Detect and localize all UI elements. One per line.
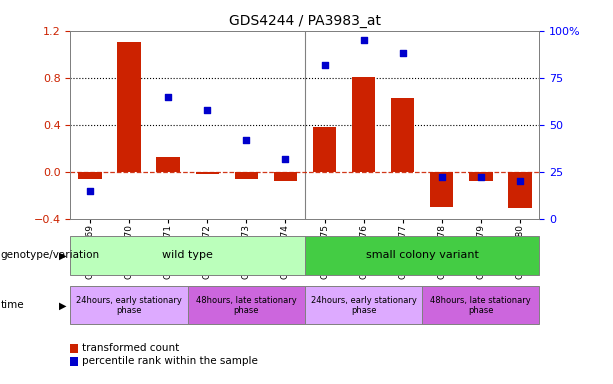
Bar [313, 127, 336, 172]
Text: ▶: ▶ [59, 250, 67, 260]
Bar [78, 172, 102, 179]
Title: GDS4244 / PA3983_at: GDS4244 / PA3983_at [229, 14, 381, 28]
Point [476, 174, 485, 180]
Bar [469, 172, 493, 181]
Point [437, 174, 447, 180]
Text: 24hours, early stationary
phase: 24hours, early stationary phase [311, 296, 416, 315]
Bar [188, 286, 305, 324]
Text: time: time [1, 300, 25, 310]
Bar [352, 76, 375, 172]
Bar [305, 236, 539, 275]
Text: 48hours, late stationary
phase: 48hours, late stationary phase [430, 296, 531, 315]
Bar [235, 172, 258, 179]
Point [515, 178, 525, 184]
Bar [430, 172, 454, 207]
Bar [508, 172, 531, 208]
Bar [70, 236, 305, 275]
Point [85, 187, 95, 194]
Bar [422, 286, 539, 324]
Point [398, 50, 408, 56]
Point [202, 107, 212, 113]
Bar [196, 172, 219, 174]
Bar [274, 172, 297, 181]
Text: 24hours, early stationary
phase: 24hours, early stationary phase [76, 296, 182, 315]
Bar [391, 98, 414, 172]
Bar [70, 286, 188, 324]
Point [163, 93, 173, 99]
Text: small colony variant: small colony variant [366, 250, 479, 260]
Text: percentile rank within the sample: percentile rank within the sample [82, 356, 257, 366]
Text: wild type: wild type [162, 250, 213, 260]
Point [281, 156, 291, 162]
Bar [156, 157, 180, 172]
Point [359, 37, 368, 43]
Point [124, 0, 134, 5]
Bar [118, 43, 141, 172]
Point [319, 61, 329, 68]
Text: genotype/variation: genotype/variation [1, 250, 100, 260]
Text: 48hours, late stationary
phase: 48hours, late stationary phase [196, 296, 297, 315]
Text: transformed count: transformed count [82, 343, 179, 353]
Point [242, 137, 251, 143]
Text: ▶: ▶ [59, 300, 67, 310]
Bar [305, 286, 422, 324]
